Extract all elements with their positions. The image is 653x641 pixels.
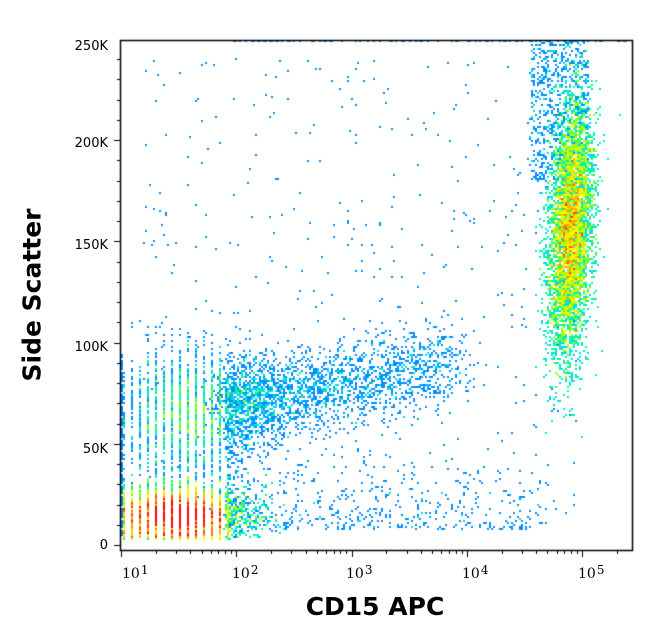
x-tick-label-10-5: 105 — [578, 563, 605, 582]
x-tick-label-10-2: 102 — [232, 563, 259, 582]
y-tick-label-100k: 100K — [74, 340, 108, 355]
y-tick-label-0: 0 — [99, 538, 108, 553]
x-tick-label-10-1: 101 — [122, 563, 149, 582]
x-axis-title: CD15 APC — [305, 592, 445, 621]
x-tick-label-10-3: 103 — [346, 563, 373, 582]
y-tick-label-50k: 50K — [82, 442, 108, 457]
x-tick-label-10-4: 104 — [462, 563, 489, 582]
y-axis-title: Side Scatter — [17, 208, 47, 382]
y-tick-label-250k: 250K — [74, 39, 108, 54]
y-tick-label-150k: 150K — [74, 238, 108, 253]
y-tick-label-200k: 200K — [74, 136, 108, 151]
